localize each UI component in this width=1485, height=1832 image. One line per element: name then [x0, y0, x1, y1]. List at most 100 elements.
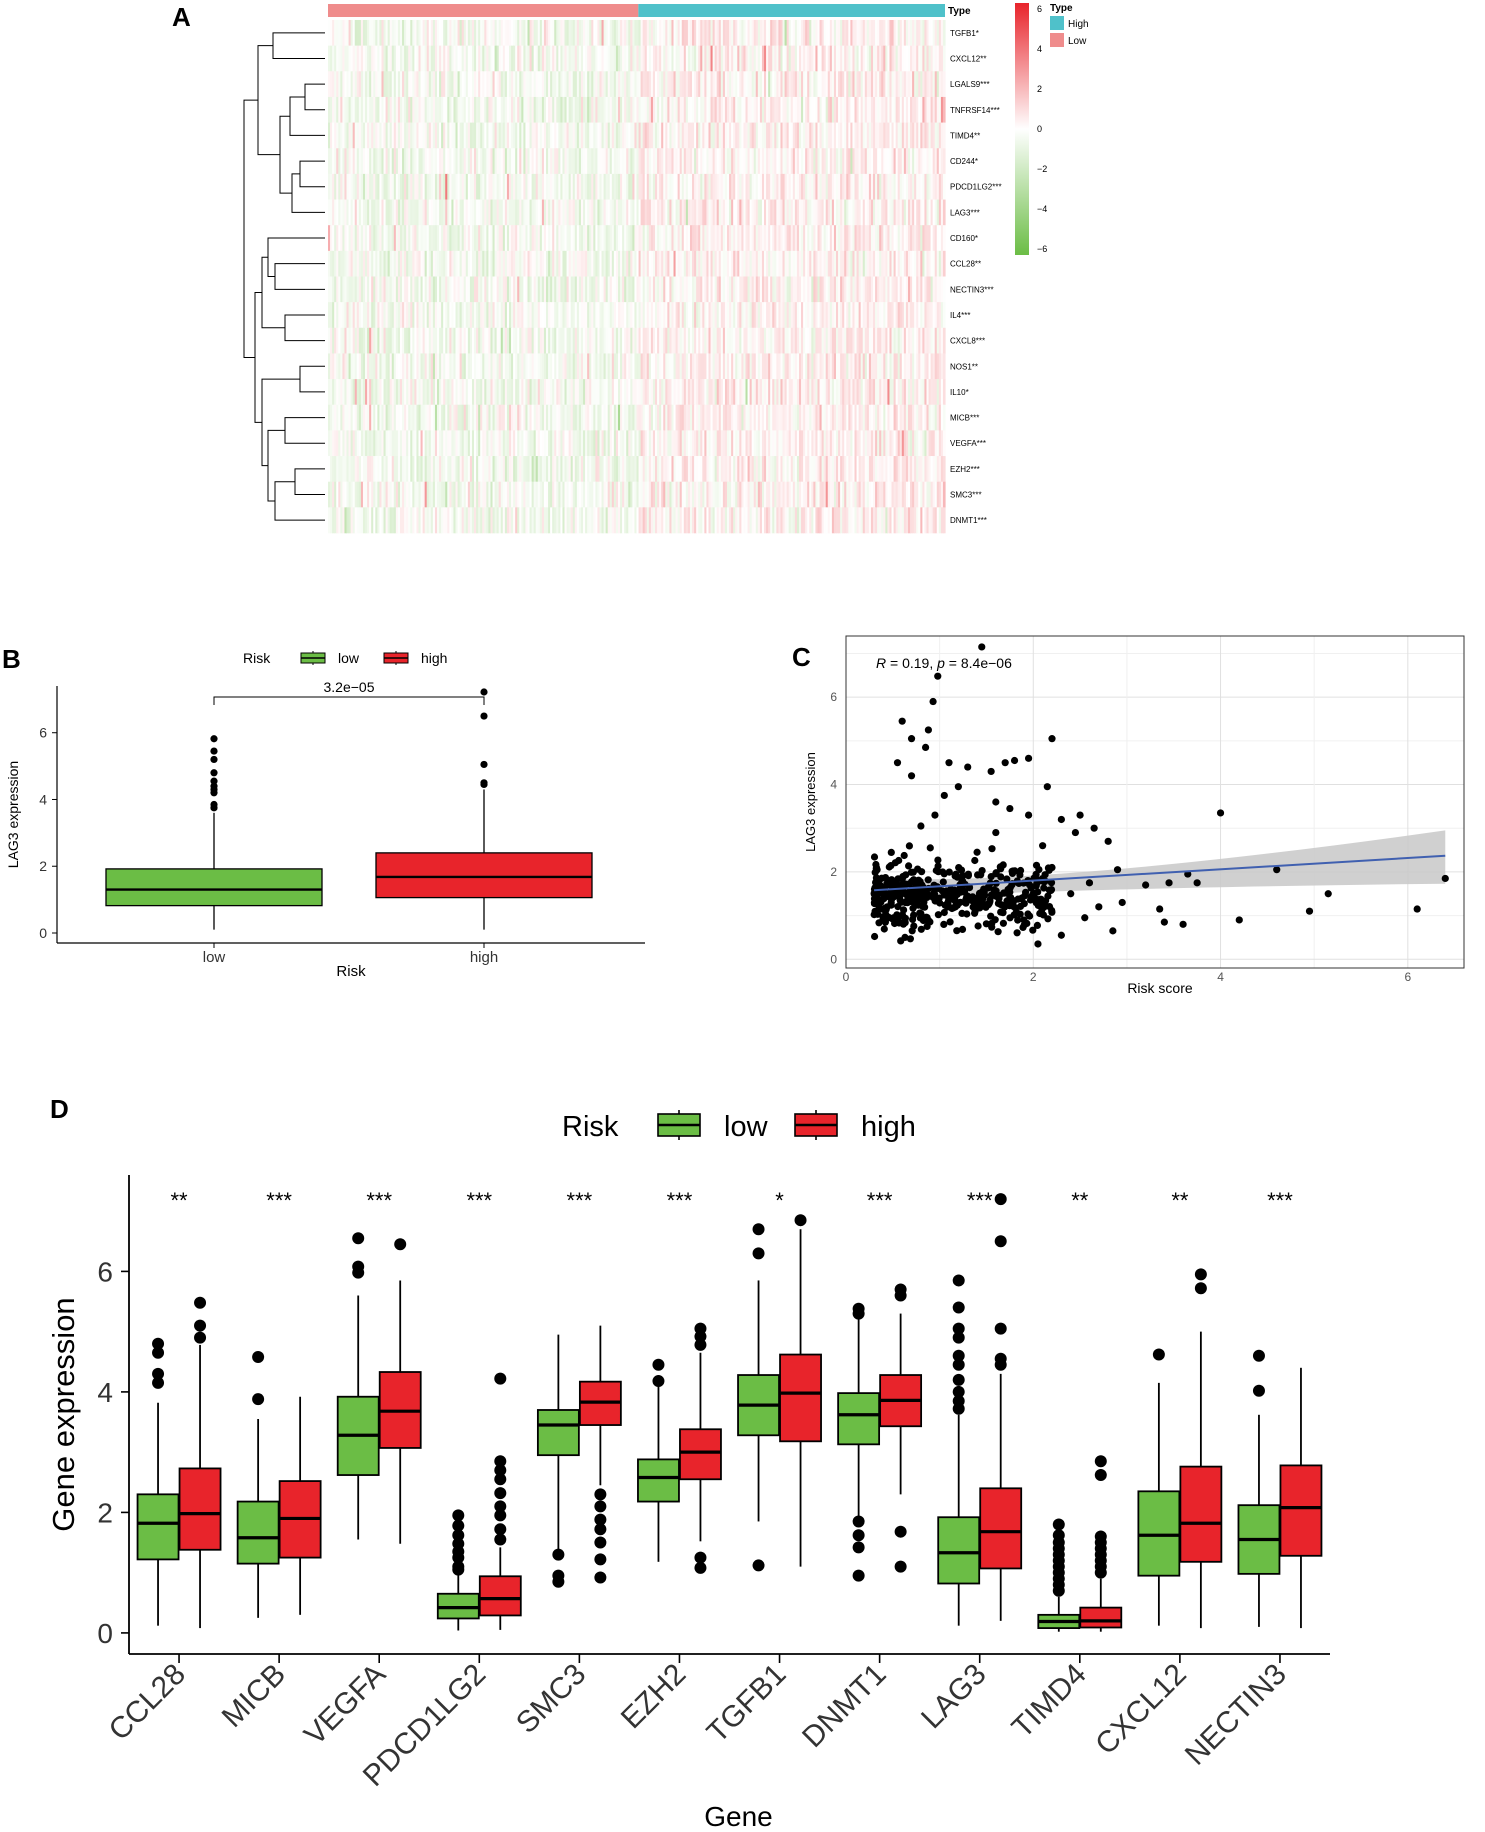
- heatmap-cell: [439, 225, 442, 252]
- heatmap-cell: [706, 122, 710, 149]
- heatmap-cell: [634, 327, 638, 354]
- heatmap-cell: [406, 276, 409, 303]
- heatmap-cell: [399, 71, 403, 98]
- heatmap-cell: [831, 225, 835, 252]
- heatmap-cell: [638, 302, 642, 329]
- heatmap-cell: [854, 96, 858, 123]
- heatmap-cell: [815, 250, 819, 277]
- heatmap-cell: [422, 96, 426, 123]
- heatmap-cell: [897, 173, 901, 200]
- heatmap-cell: [539, 122, 543, 149]
- heatmap-cell: [677, 353, 681, 380]
- heatmap-cell: [506, 327, 510, 354]
- heatmap-cell: [498, 327, 502, 354]
- heatmap-cell: [416, 45, 420, 72]
- heatmap-cell: [747, 276, 751, 303]
- heatmap-cell: [566, 250, 570, 277]
- heatmap-cell: [397, 353, 401, 380]
- heatmap-cell: [743, 276, 747, 303]
- heatmap-cell: [585, 225, 588, 252]
- heatmap-cell: [630, 148, 633, 175]
- heatmap-cell: [679, 276, 683, 303]
- heatmap-cell: [718, 71, 722, 98]
- heatmap-cell: [554, 148, 557, 175]
- heatmap-cell: [406, 45, 409, 72]
- heatmap-cell: [899, 148, 903, 175]
- heatmap-cell: [671, 327, 675, 354]
- heatmap-cell: [844, 148, 847, 175]
- heatmap-cell: [856, 173, 860, 200]
- heatmap-cell: [369, 430, 372, 457]
- heatmap-cell: [550, 250, 553, 277]
- heatmap-cell: [655, 148, 658, 175]
- heatmap-cell: [502, 20, 506, 46]
- heatmap-cell: [792, 353, 796, 380]
- heatmap-cell: [698, 379, 701, 406]
- heatmap-cell: [780, 353, 784, 380]
- heatmap-cell: [848, 327, 851, 354]
- heatmap-cell: [930, 250, 934, 277]
- heatmap-cell: [737, 20, 740, 46]
- heatmap-cell: [348, 327, 352, 354]
- heatmap-cell: [418, 276, 422, 303]
- heatmap-cell: [496, 379, 500, 406]
- heatmap-cell: [685, 430, 689, 457]
- heatmap-cell: [591, 379, 594, 406]
- heatmap-cell: [471, 148, 475, 175]
- heatmap-cell: [903, 71, 907, 98]
- heatmap-cell: [840, 45, 843, 72]
- heatmap-cell: [488, 327, 492, 354]
- heatmap-cell: [679, 404, 683, 431]
- heatmap-cell: [934, 225, 938, 252]
- heatmap-cell: [726, 173, 730, 200]
- heatmap-cell: [768, 45, 771, 72]
- heatmap-cell: [661, 430, 664, 457]
- heatmap-cell: [940, 404, 944, 431]
- heatmap-cell: [576, 404, 580, 431]
- heatmap-cell: [527, 122, 531, 149]
- heatmap-cell: [334, 45, 337, 72]
- heatmap-cell: [729, 199, 732, 226]
- heatmap-cell: [328, 71, 331, 98]
- heatmap-cell: [371, 173, 374, 200]
- heatmap-cell: [445, 327, 448, 354]
- heatmap-cell: [515, 250, 518, 277]
- heatmap-cell: [862, 148, 866, 175]
- heatmap-cell: [330, 353, 333, 380]
- heatmap-cell: [844, 199, 847, 226]
- heatmap-cell: [434, 302, 438, 329]
- heatmap-cell: [469, 302, 473, 329]
- heatmap-cell: [354, 225, 358, 252]
- heatmap-cell: [578, 71, 582, 98]
- heatmap-cell: [457, 199, 461, 226]
- heatmap-cell: [796, 122, 800, 149]
- heatmap-cell: [907, 45, 911, 72]
- heatmap-cell: [383, 353, 387, 380]
- heatmap-cell: [636, 45, 640, 72]
- heatmap-cell: [490, 276, 494, 303]
- heatmap-cell: [576, 122, 580, 149]
- heatmap-cell: [624, 250, 627, 277]
- heatmap-cell: [500, 225, 504, 252]
- heatmap-cell: [430, 327, 434, 354]
- heatmap-cell: [399, 379, 403, 406]
- heatmap-cell: [626, 250, 629, 277]
- heatmap-cell: [916, 327, 919, 354]
- heatmap-cell: [611, 225, 615, 252]
- heatmap-cell: [743, 122, 747, 149]
- heatmap-cell: [916, 379, 919, 406]
- heatmap-cell: [753, 173, 757, 200]
- heatmap-cell: [848, 148, 851, 175]
- heatmap-cell: [537, 199, 541, 226]
- heatmap-cell: [488, 71, 492, 98]
- heatmap-cell: [445, 404, 448, 431]
- heatmap-cell: [914, 404, 917, 431]
- heatmap-cell: [733, 71, 736, 98]
- heatmap-cell: [803, 96, 806, 123]
- heatmap-cell: [504, 71, 508, 98]
- heatmap-cell: [796, 20, 800, 46]
- heatmap-cell: [938, 379, 942, 406]
- heatmap-cell: [864, 20, 868, 46]
- heatmap-cell: [408, 20, 411, 46]
- heatmap-cell: [418, 148, 422, 175]
